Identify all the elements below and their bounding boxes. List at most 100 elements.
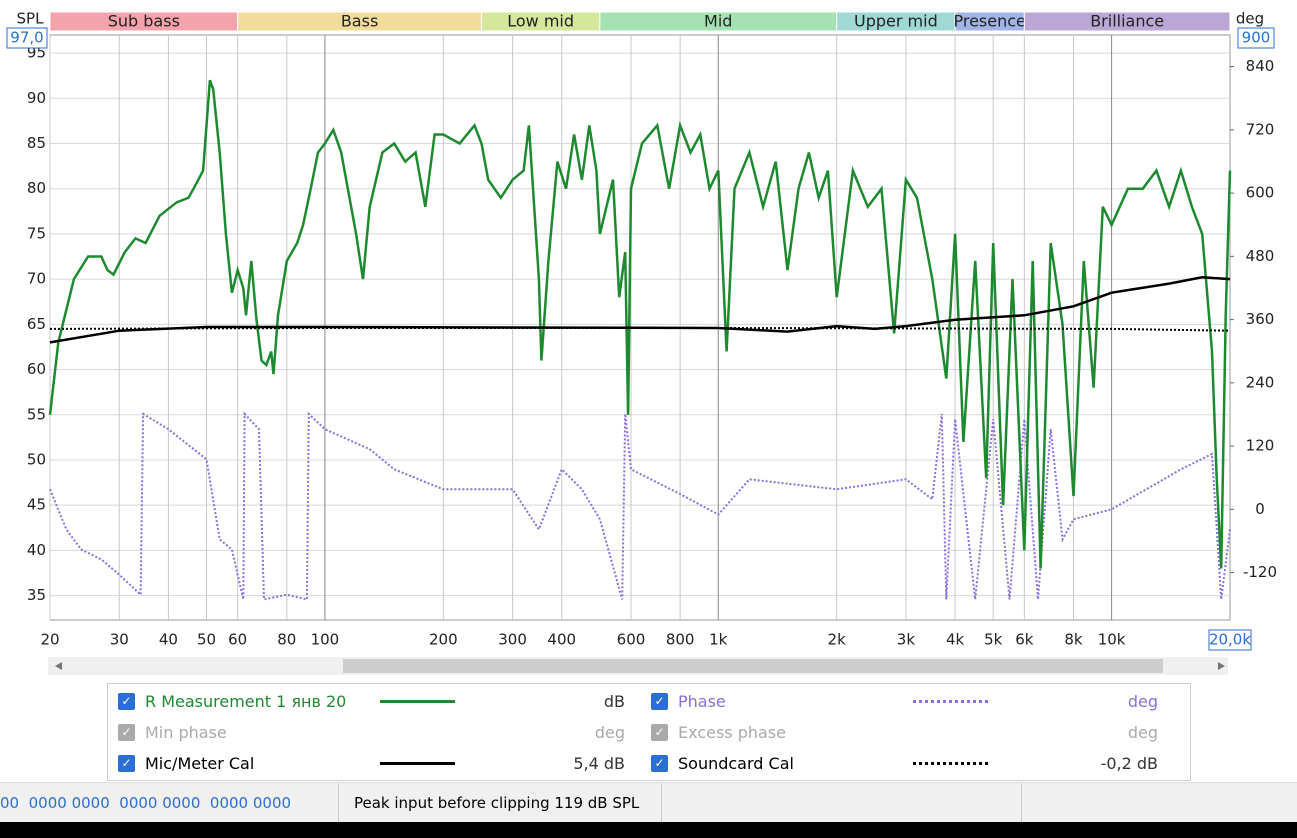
legend: ✓ R Measurement 1 янв 20 dB ✓ Phase deg ✓ Min p… bbox=[107, 683, 1191, 781]
scroll-thumb[interactable] bbox=[343, 659, 1163, 673]
y-tick-label: 75 bbox=[27, 224, 46, 242]
checkbox[interactable]: ✓ bbox=[651, 692, 668, 710]
legend-name: R Measurement 1 янв 20 bbox=[145, 691, 347, 711]
x-tick-label: 20,0k bbox=[1209, 631, 1251, 649]
y2-axis-label: deg bbox=[1236, 10, 1264, 28]
legend-swatch bbox=[913, 731, 988, 734]
status-message: Peak input before clipping 119 dB SPL bbox=[354, 794, 640, 812]
legend-entry: ✓ Excess phase deg bbox=[651, 717, 1171, 747]
checkbox[interactable]: ✓ bbox=[651, 754, 668, 772]
legend-entry: ✓ Phase deg bbox=[651, 686, 1171, 716]
legend-value: deg bbox=[594, 722, 625, 742]
taskbar bbox=[0, 822, 1297, 838]
x-tick-label: 50 bbox=[197, 631, 216, 649]
band-label: Brilliance bbox=[1090, 12, 1164, 31]
y-tick-label: 70 bbox=[27, 270, 46, 288]
legend-name: Min phase bbox=[145, 722, 227, 742]
x-tick-label: 5k bbox=[984, 631, 1003, 649]
chart: SPL deg Sub bass Bass Low mid Mid Upper mid P… bbox=[6, 10, 1277, 675]
y-tick-label: 50 bbox=[27, 450, 46, 468]
scroll-left[interactable] bbox=[55, 662, 62, 670]
y2-tick-label: 600 bbox=[1246, 184, 1275, 202]
x-tick-label: 300 bbox=[498, 631, 527, 649]
y-axis-label: SPL bbox=[17, 10, 45, 28]
y2-tick-label: 0 bbox=[1255, 500, 1265, 518]
y-tick-label: 40 bbox=[27, 541, 46, 559]
series-line bbox=[49, 327, 1231, 332]
x-tick-label: 400 bbox=[547, 631, 576, 649]
band-label: Low mid bbox=[507, 12, 574, 31]
x-tick-label: 6k bbox=[1015, 631, 1034, 649]
range-box bbox=[1208, 629, 1252, 651]
y-tick-label: 65 bbox=[27, 315, 46, 333]
legend-name: Phase bbox=[678, 691, 726, 711]
x-tick-label: 10k bbox=[1098, 631, 1126, 649]
x-tick-label: 600 bbox=[617, 631, 646, 649]
x-tick-label: 60 bbox=[228, 631, 247, 649]
checkbox[interactable]: ✓ bbox=[651, 723, 668, 741]
band-label: Mid bbox=[704, 12, 732, 31]
y-tick-label: 55 bbox=[27, 405, 46, 423]
y2-tick-label: 900 bbox=[1242, 29, 1271, 47]
range-box bbox=[6, 27, 48, 49]
x-tick-label: 3k bbox=[897, 631, 916, 649]
legend-value: deg bbox=[1127, 691, 1158, 711]
checkbox[interactable]: ✓ bbox=[118, 723, 135, 741]
y-tick-label: 90 bbox=[27, 89, 46, 107]
legend-swatch bbox=[380, 699, 455, 703]
x-tick-label: 800 bbox=[666, 631, 695, 649]
checkbox[interactable]: ✓ bbox=[118, 754, 135, 772]
y-tick-label: 97,0 bbox=[10, 29, 43, 47]
y2-tick-label: 240 bbox=[1246, 373, 1275, 391]
scroll-right[interactable] bbox=[1218, 662, 1225, 670]
y-tick-label: 60 bbox=[27, 360, 46, 378]
status-digits: 00 0000 0000 0000 0000 0000 0000 bbox=[0, 794, 292, 812]
x-tick-label: 20 bbox=[40, 631, 59, 649]
y-tick-label: 45 bbox=[27, 496, 46, 514]
y2-tick-label: 120 bbox=[1246, 437, 1275, 455]
x-tick-label: 100 bbox=[311, 631, 340, 649]
x-tick-label: 8k bbox=[1064, 631, 1083, 649]
y2-tick-label: 840 bbox=[1246, 57, 1275, 75]
y2-tick-label: 720 bbox=[1246, 120, 1275, 138]
legend-name: Mic/Meter Cal bbox=[145, 753, 255, 773]
x-tick-label: 4k bbox=[946, 631, 965, 649]
legend-swatch bbox=[380, 731, 455, 734]
legend-entry: ✓ Mic/Meter Cal 5,4 dB bbox=[118, 748, 638, 778]
y2-tick-label: 360 bbox=[1246, 310, 1275, 328]
legend-swatch bbox=[380, 761, 455, 765]
checkbox[interactable]: ✓ bbox=[118, 692, 135, 710]
band-label: Presence bbox=[953, 12, 1025, 31]
band-label: Upper mid bbox=[854, 12, 938, 31]
series-line bbox=[49, 411, 1231, 601]
legend-value: 5,4 dB bbox=[573, 753, 625, 773]
legend-name: Excess phase bbox=[678, 722, 786, 742]
status-bar: 00 0000 0000 0000 0000 0000 0000 Peak in… bbox=[0, 782, 1297, 823]
legend-value: dB bbox=[603, 691, 625, 711]
legend-name: Soundcard Cal bbox=[678, 753, 794, 773]
x-tick-label: 30 bbox=[110, 631, 129, 649]
y2-tick-label: -120 bbox=[1243, 563, 1277, 581]
band-label: Bass bbox=[341, 12, 378, 31]
legend-entry: ✓ R Measurement 1 янв 20 dB bbox=[118, 686, 638, 716]
legend-swatch bbox=[913, 699, 988, 703]
range-box bbox=[1237, 27, 1275, 49]
x-tick-label: 40 bbox=[159, 631, 178, 649]
legend-swatch bbox=[913, 761, 988, 765]
x-tick-label: 80 bbox=[277, 631, 296, 649]
y2-tick-label: 480 bbox=[1246, 247, 1275, 265]
legend-value: -0,2 dB bbox=[1100, 753, 1158, 773]
y-tick-label: 85 bbox=[27, 134, 46, 152]
y-tick-label: 80 bbox=[27, 179, 46, 197]
y-tick-label: 35 bbox=[27, 586, 46, 604]
band bbox=[1023, 11, 1231, 32]
x-tick-label: 200 bbox=[429, 631, 458, 649]
x-tick-label: 1k bbox=[709, 631, 728, 649]
series-line bbox=[48, 79, 1232, 569]
legend-entry: ✓ Soundcard Cal -0,2 dB bbox=[651, 748, 1171, 778]
legend-entry: ✓ Min phase deg bbox=[118, 717, 638, 747]
band-label: Sub bass bbox=[108, 12, 180, 31]
legend-value: deg bbox=[1127, 722, 1158, 742]
x-tick-label: 2k bbox=[828, 631, 847, 649]
